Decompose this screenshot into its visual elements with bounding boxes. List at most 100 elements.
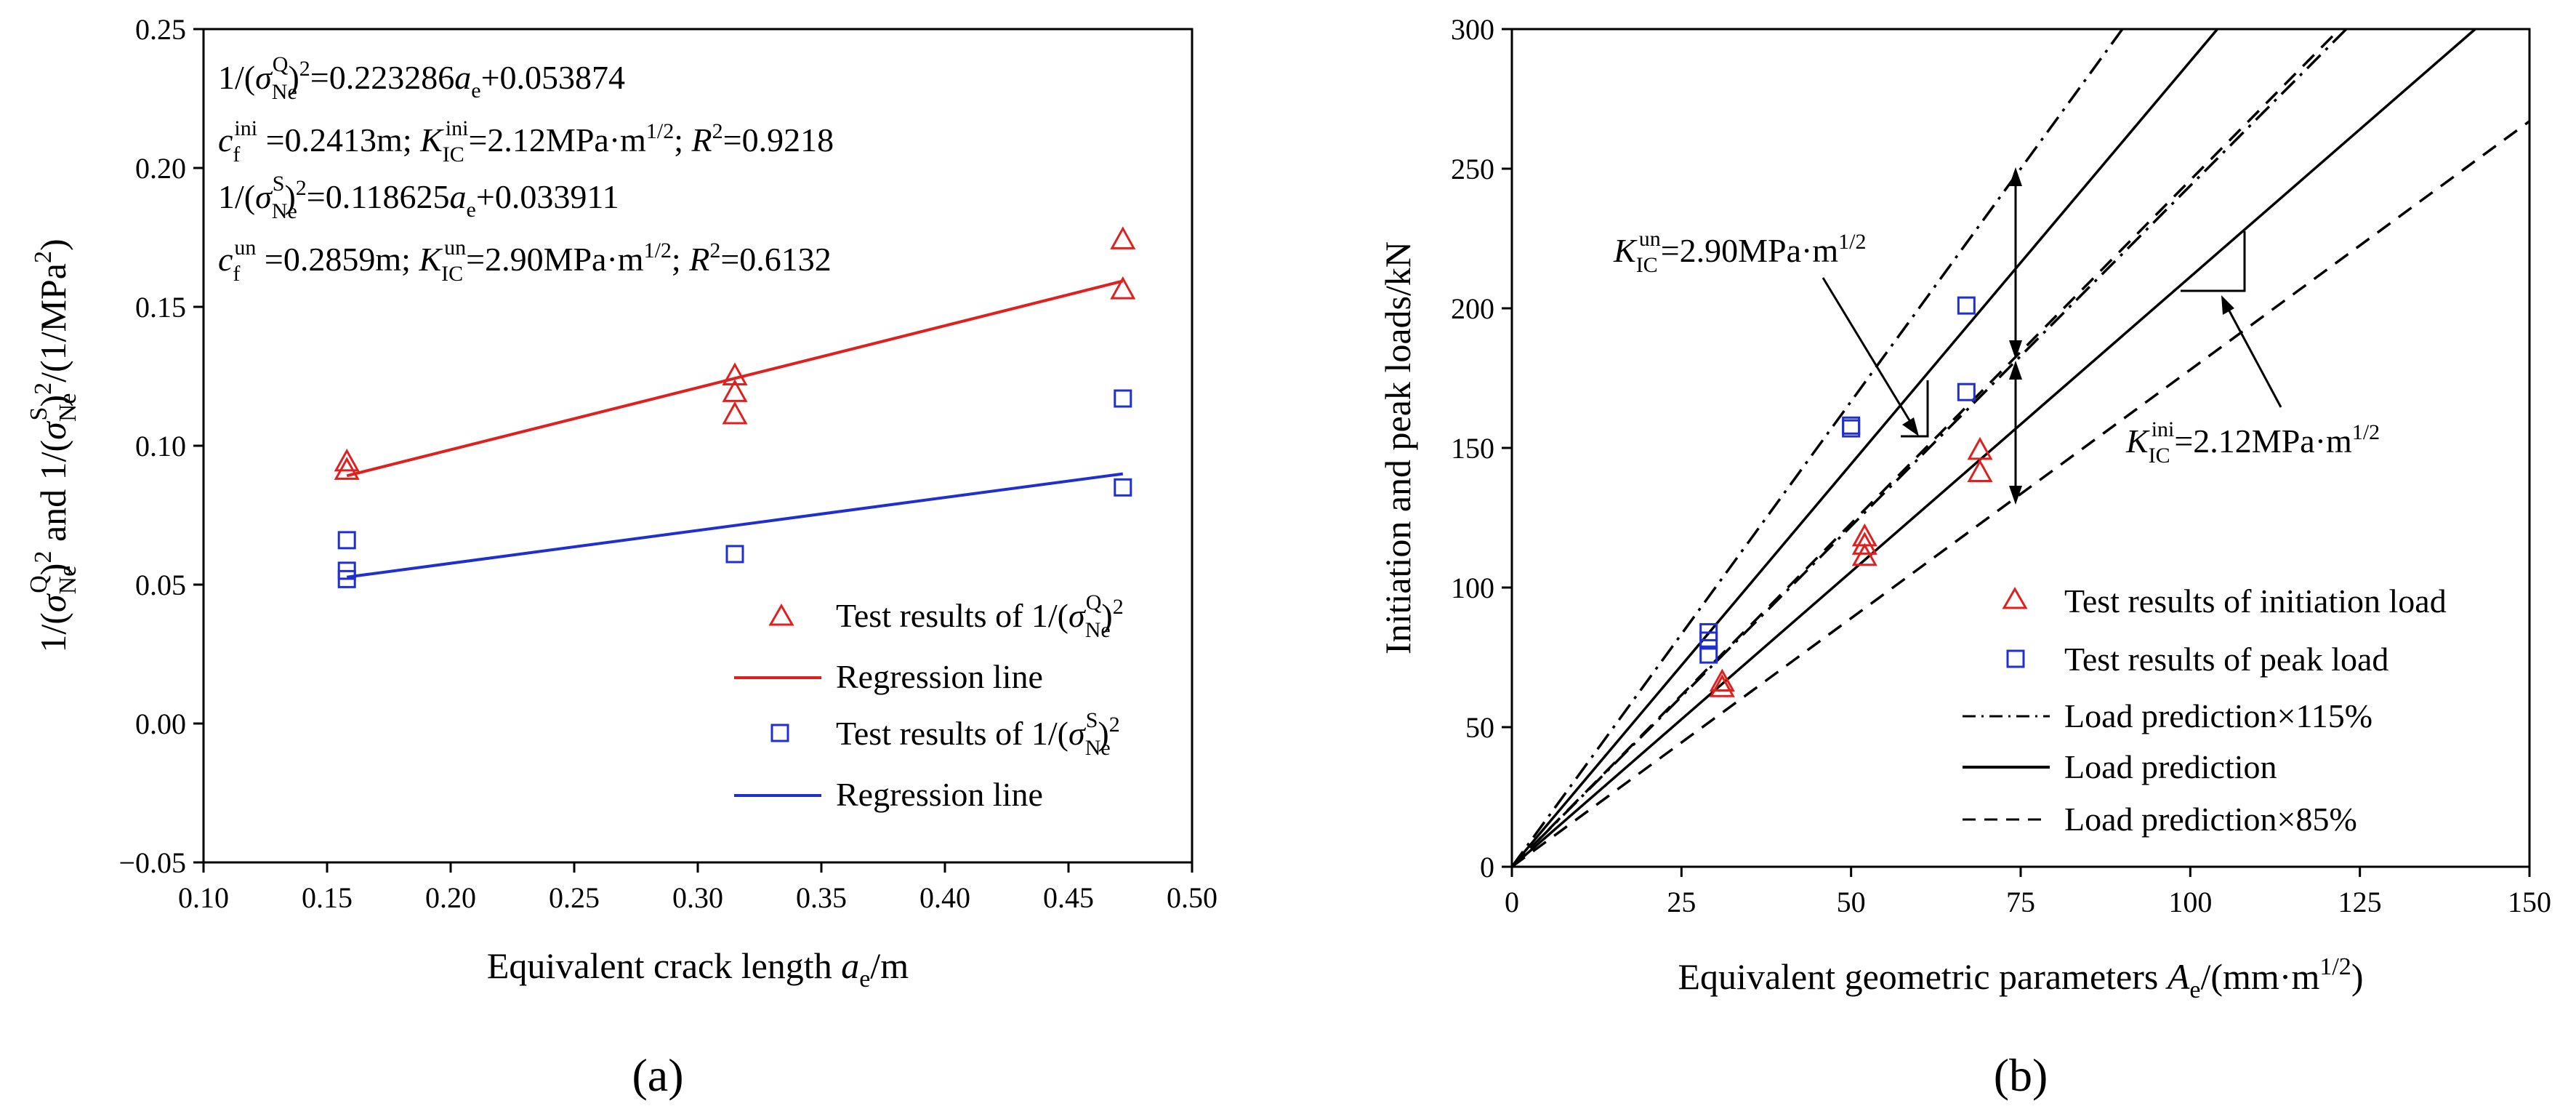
x-tick-label: 0.50 [1167,881,1217,914]
series-line [1512,29,2476,867]
chart-a-xlabel: Equivalent crack length ae/m [487,945,909,993]
square-point [725,545,744,564]
chart-a: 0.10 0.15 0.20 0.25 0.30 0.35 0.40 0.45 0.50 −0.0… [25,13,1217,1101]
square-point [1699,645,1718,664]
triangle-point [334,448,360,472]
equation-s: 1/(σNeS)2=0.118625ae+0.033911 [218,172,619,223]
triangle-point [722,379,748,402]
square-point [1114,389,1132,408]
range-arrow-upper-bottom [2009,340,2022,359]
legend-b-square-marker [2006,649,2025,668]
triangle-point [1709,674,1735,697]
legend-a-q-points: Test results of 1/(σNeQ)2 [836,590,1124,642]
legend-b-p85: Load prediction×85% [2064,801,2357,838]
y-tick-label: 200 [1451,292,1494,325]
equation-q: 1/(σNeQ)2=0.223286ae+0.053874 [218,52,625,104]
slope-triangle-un [1901,380,1929,438]
panel-label-a: (a) [632,1049,683,1101]
y-tick-label: 0.15 [135,291,186,324]
panel-label-b: (b) [1994,1049,2048,1101]
chart-b-annotations: KICun=2.90MPa·m1/2 KICini=2.12MPa·m1/2 [1613,167,2380,505]
legend-b-ini: Test results of initiation load [2064,582,2447,620]
arrow-un-line [1822,277,1915,428]
y-tick-label: 0.00 [135,708,186,740]
series-line [1512,120,2529,867]
x-tick-label: 0.35 [796,881,847,914]
triangle-point [1110,276,1136,300]
x-tick-label: 0.20 [425,881,476,914]
chart-b-prediction-lines [1512,29,2529,867]
y-tick-label: 250 [1451,153,1494,185]
chart-b-points [1699,296,1993,697]
triangle-point [1851,542,1877,566]
chart-a-points [334,226,1136,588]
label-kic-un: KICun=2.90MPa·m1/2 [1613,227,1866,277]
chart-b-legend: Test results of initiation load Test res… [1963,582,2447,838]
x-tick-label: 25 [1667,886,1696,918]
square-point [1114,478,1132,497]
triangle-point [722,401,748,425]
legend-b-p115: Load prediction×115% [2064,697,2372,734]
range-arrow-upper-top [2009,167,2022,186]
x-tick-label: 100 [2168,886,2212,918]
x-tick-label: 150 [2508,886,2551,918]
series-line [1512,29,2219,867]
x-tick-label: 0.10 [178,881,229,914]
triangle-point [1709,668,1735,692]
triangle-point [1967,459,1993,483]
arrow-ini-head [2221,295,2234,315]
square-point [1957,382,1976,401]
chart-a-ticks: 0.10 0.15 0.20 0.25 0.30 0.35 0.40 0.45 0.50 −0.0… [118,13,1217,914]
triangle-point [334,457,360,480]
x-tick-label: 75 [2006,886,2035,918]
triangle-point [1851,532,1877,555]
y-tick-label: 0.05 [135,569,186,601]
legend-a-q-line: Regression line [836,658,1043,695]
square-point [337,531,356,550]
legend-a-s-line: Regression line [836,776,1043,813]
chart-a-legend: Test results of 1/(σNeQ)2 Regression lin… [734,590,1124,813]
x-tick-label: 0 [1505,886,1519,918]
x-tick-label: 0.25 [549,881,600,914]
chart-b-ylabel: Initiation and peak loads/kN [1377,241,1418,654]
legend-a-square-marker [770,724,789,742]
square-point [1842,419,1861,438]
chart-b-xlabel: Equivalent geometric parameters Ae/(mm·m… [1678,953,2364,1003]
arrow-un-head [1902,417,1919,436]
stats-un: cfun =0.2859m; KICun=2.90MPa·m1/2; R2=0.… [218,236,832,286]
legend-b-triangle-marker [2002,586,2028,609]
x-tick-label: 0.40 [919,881,970,914]
legend-b-p100: Load prediction [2064,748,2277,785]
y-tick-label: 0 [1480,851,1494,883]
x-tick-label: 0.45 [1043,881,1094,914]
y-tick-label: 50 [1465,711,1494,744]
arrow-ini-line [2225,305,2282,408]
x-tick-label: 0.15 [302,881,353,914]
y-tick-label: 0.25 [135,13,186,46]
square-point [1957,296,1976,315]
x-tick-label: 125 [2338,886,2382,918]
y-tick-label: 300 [1451,13,1494,46]
legend-b-peak: Test results of peak load [2064,641,2388,678]
label-kic-ini: KICini=2.12MPa·m1/2 [2125,417,2380,468]
plot-b-frame [1510,28,2531,868]
slope-triangle-ini [2181,231,2246,292]
series-line [346,279,1124,478]
legend-a-s-points: Test results of 1/(σNeS)2 [836,708,1120,760]
triangle-point [1967,436,1993,460]
chart-a-equations: 1/(σNeQ)2=0.223286ae+0.053874 cfini =0.2… [218,52,834,286]
legend-a-triangle-marker [768,603,794,626]
chart-b-ticks: 0 25 50 75 100 125 150 0 50 100 150 200 250 300 [1451,13,2551,918]
stats-ini: cfini =0.2413m; KICini=2.12MPa·m1/2; R2=… [218,116,834,167]
y-tick-label: 0.10 [135,430,186,462]
x-tick-label: 0.30 [672,881,723,914]
chart-a-ylabel: 1/(σNeQ)2 and 1/(σNeS)2/(1/MPa2) [25,239,81,652]
square-point [337,569,356,588]
range-arrow-lower-top [2009,361,2022,380]
chart-b: 0 25 50 75 100 125 150 0 50 100 150 200 250 300 KICun… [1377,13,2551,1101]
y-tick-label: −0.05 [118,846,186,879]
series-line [1512,29,2340,867]
range-arrow-lower-bottom [2009,486,2022,505]
y-tick-label: 0.20 [135,152,186,185]
